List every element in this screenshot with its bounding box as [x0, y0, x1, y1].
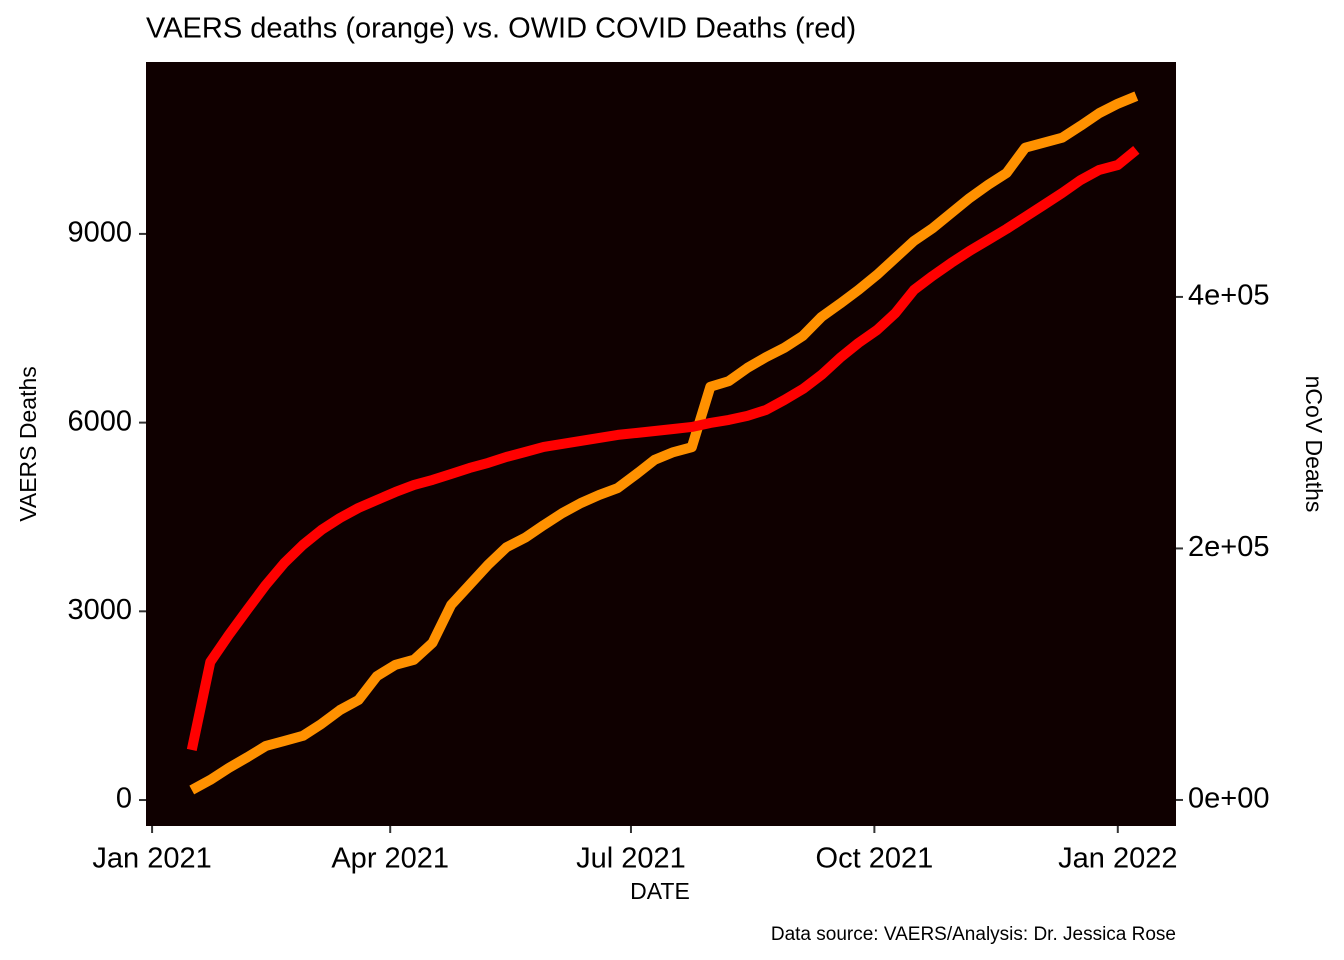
x-tick-label: Apr 2021	[331, 843, 449, 875]
x-tick-label: Jan 2021	[92, 843, 211, 875]
data-line	[189, 91, 1139, 795]
x-tick-label: Jan 2022	[1058, 843, 1177, 875]
y-tick-label: 0	[116, 783, 132, 815]
y2-tick-label: 0e+00	[1188, 783, 1269, 815]
chart-title: VAERS deaths (orange) vs. OWID COVID Dea…	[146, 13, 856, 45]
y-tick-label: 6000	[67, 405, 132, 437]
y-tick-label: 9000	[67, 217, 132, 249]
x-tick-label: Oct 2021	[816, 843, 934, 875]
x-axis-title: DATE	[630, 878, 690, 904]
x-tick-label: Jul 2021	[576, 843, 686, 875]
y-tick-label: 3000	[67, 594, 132, 626]
y2-tick-label: 2e+05	[1188, 531, 1269, 563]
y2-axis-title: nCoV Deaths	[1301, 376, 1327, 513]
y-axis-title: VAERS Deaths	[15, 366, 41, 522]
caption: Data source: VAERS/Analysis: Dr. Jessica…	[771, 924, 1176, 945]
data-line	[186, 146, 1140, 751]
plot-background	[146, 62, 1176, 826]
y2-tick-label: 4e+05	[1188, 280, 1269, 312]
